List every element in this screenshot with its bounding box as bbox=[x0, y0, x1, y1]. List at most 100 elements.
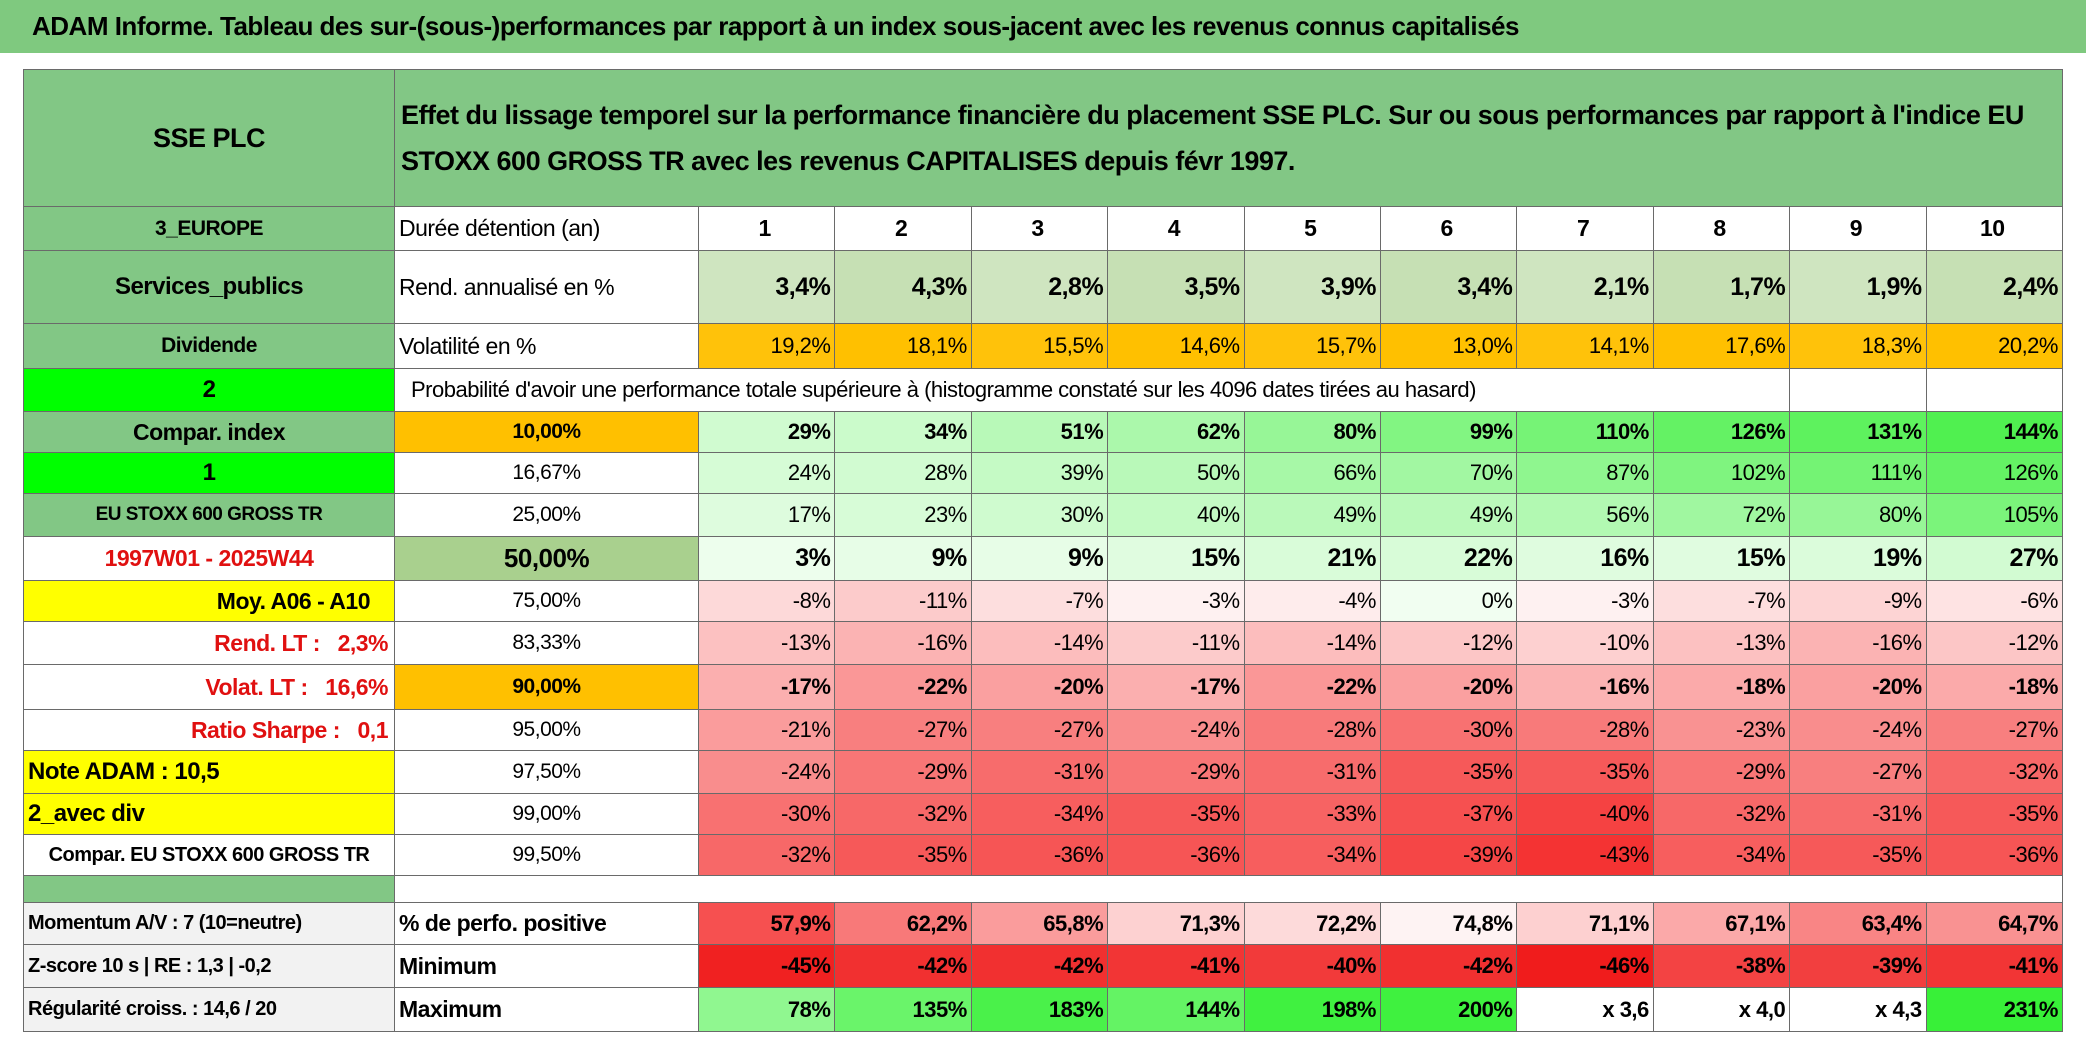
cell: 2,8% bbox=[970, 250, 1109, 324]
cell: 99,50% bbox=[394, 834, 699, 876]
cell: Rend. LT : 2,3% bbox=[23, 621, 395, 665]
cell: -6% bbox=[1925, 580, 2063, 622]
cell: -27% bbox=[970, 709, 1109, 751]
cell: Ratio Sharpe : 0,1 bbox=[23, 709, 395, 751]
cell: 66% bbox=[1243, 452, 1381, 494]
cell: -14% bbox=[1243, 621, 1381, 665]
cell: 126% bbox=[1652, 411, 1791, 453]
cell: 135% bbox=[834, 987, 972, 1032]
cell: 14,6% bbox=[1107, 323, 1245, 369]
cell: 34% bbox=[834, 411, 972, 453]
cell: 3_EUROPE bbox=[23, 206, 395, 251]
cell: 50,00% bbox=[394, 536, 699, 581]
cell: 80% bbox=[1243, 411, 1381, 453]
cell: 105% bbox=[1925, 493, 2063, 537]
cell: 27% bbox=[1925, 536, 2063, 581]
cell: -13% bbox=[698, 621, 836, 665]
cell: 40% bbox=[1107, 493, 1245, 537]
cell: 29% bbox=[698, 411, 836, 453]
cell: -36% bbox=[1925, 834, 2063, 876]
cell: -4% bbox=[1243, 580, 1381, 622]
cell: -16% bbox=[1516, 664, 1654, 710]
cell bbox=[23, 875, 395, 903]
cell: 8 bbox=[1652, 206, 1791, 251]
cell: 15,5% bbox=[970, 323, 1109, 369]
cell: 2 bbox=[834, 206, 972, 251]
cell: -3% bbox=[1107, 580, 1245, 622]
cell: -20% bbox=[970, 664, 1109, 710]
cell: 72% bbox=[1652, 493, 1791, 537]
cell: -32% bbox=[1925, 750, 2063, 794]
cell: -46% bbox=[1516, 944, 1654, 988]
cell: -31% bbox=[970, 750, 1109, 794]
cell: 1 bbox=[23, 452, 395, 494]
cell: 17,6% bbox=[1652, 323, 1791, 369]
cell: 3,9% bbox=[1243, 250, 1381, 324]
cell: -24% bbox=[1107, 709, 1245, 751]
cell: Effet du lissage temporel sur la perform… bbox=[394, 69, 2063, 207]
cell: -16% bbox=[1789, 621, 1927, 665]
cell: -35% bbox=[1925, 793, 2063, 835]
cell: 83,33% bbox=[394, 621, 699, 665]
cell: 3,4% bbox=[698, 250, 836, 324]
cell: -32% bbox=[698, 834, 836, 876]
cell: -34% bbox=[1652, 834, 1791, 876]
cell: 4,3% bbox=[834, 250, 972, 324]
cell: 50% bbox=[1107, 452, 1245, 494]
cell: SSE PLC bbox=[23, 69, 395, 207]
cell: -43% bbox=[1516, 834, 1654, 876]
title-bar: ADAM Informe. Tableau des sur-(sous-)per… bbox=[0, 0, 2086, 53]
cell: 39% bbox=[970, 452, 1109, 494]
cell: 1,9% bbox=[1789, 250, 1927, 324]
cell: 7 bbox=[1516, 206, 1654, 251]
cell: Rend. annualisé en % bbox=[394, 250, 699, 324]
cell: 4 bbox=[1107, 206, 1245, 251]
cell: -9% bbox=[1789, 580, 1927, 622]
cell: 64,7% bbox=[1925, 902, 2063, 945]
cell: Momentum A/V : 7 (10=neutre) bbox=[23, 902, 395, 945]
cell: Services_publics bbox=[23, 250, 395, 324]
cell: -14% bbox=[970, 621, 1109, 665]
cell: -8% bbox=[698, 580, 836, 622]
cell: -21% bbox=[698, 709, 836, 751]
cell: -27% bbox=[1789, 750, 1927, 794]
cell: 198% bbox=[1243, 987, 1381, 1032]
cell: 17% bbox=[698, 493, 836, 537]
cell: 6 bbox=[1380, 206, 1518, 251]
cell: 15% bbox=[1107, 536, 1245, 581]
cell: -29% bbox=[1652, 750, 1791, 794]
cell: 131% bbox=[1789, 411, 1927, 453]
cell bbox=[394, 875, 2063, 903]
cell: -35% bbox=[1107, 793, 1245, 835]
cell: -20% bbox=[1380, 664, 1518, 710]
cell: Compar. EU STOXX 600 GROSS TR bbox=[23, 834, 395, 876]
cell: -17% bbox=[1107, 664, 1245, 710]
cell: -29% bbox=[834, 750, 972, 794]
cell: -36% bbox=[1107, 834, 1245, 876]
cell: 0% bbox=[1380, 580, 1518, 622]
cell: -28% bbox=[1243, 709, 1381, 751]
cell: 3% bbox=[698, 536, 836, 581]
cell: -41% bbox=[1107, 944, 1245, 988]
cell: 200% bbox=[1380, 987, 1518, 1032]
cell: 25,00% bbox=[394, 493, 699, 537]
cell: 22% bbox=[1380, 536, 1518, 581]
cell: 28% bbox=[834, 452, 972, 494]
cell: 231% bbox=[1925, 987, 2063, 1032]
cell: 126% bbox=[1925, 452, 2063, 494]
cell: -16% bbox=[834, 621, 972, 665]
cell: 9% bbox=[834, 536, 972, 581]
cell: -13% bbox=[1652, 621, 1791, 665]
cell: 18,1% bbox=[834, 323, 972, 369]
cell: -35% bbox=[1789, 834, 1927, 876]
cell: -38% bbox=[1652, 944, 1791, 988]
cell: 183% bbox=[970, 987, 1109, 1032]
cell: 24% bbox=[698, 452, 836, 494]
cell: -42% bbox=[834, 944, 972, 988]
cell: 30% bbox=[970, 493, 1109, 537]
cell: 111% bbox=[1789, 452, 1927, 494]
cell bbox=[1789, 368, 1927, 412]
cell: 19% bbox=[1789, 536, 1927, 581]
cell: -7% bbox=[970, 580, 1109, 622]
